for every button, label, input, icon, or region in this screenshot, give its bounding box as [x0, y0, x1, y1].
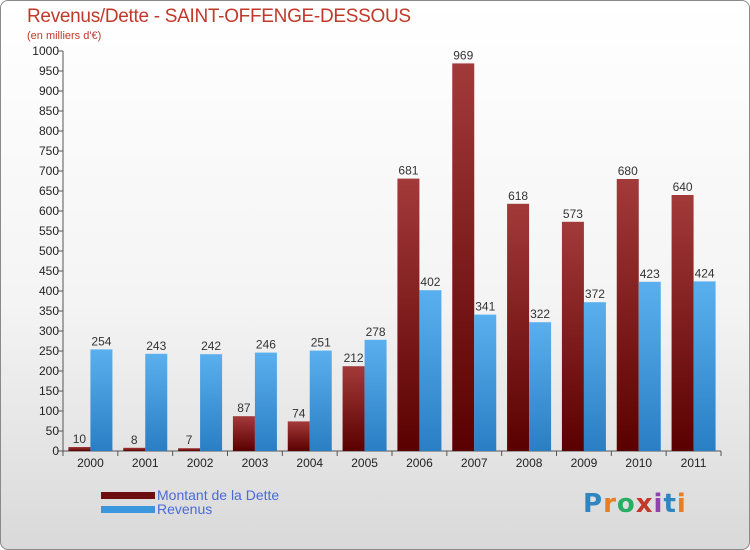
- x-tick-label: 2006: [406, 456, 433, 470]
- y-tick-label: 950: [39, 64, 59, 78]
- bar-dette: [232, 416, 255, 451]
- bar-revenus: [474, 314, 497, 451]
- data-label-dette: 212: [344, 351, 364, 365]
- y-tick-label: 1000: [32, 44, 59, 58]
- data-label-revenus: 278: [366, 325, 386, 339]
- data-label-dette: 573: [563, 207, 583, 221]
- data-label-revenus: 322: [530, 307, 550, 321]
- y-tick-label: 250: [39, 344, 59, 358]
- data-label-revenus: 341: [475, 300, 495, 314]
- bar-dette: [452, 63, 475, 452]
- bar-dette: [507, 203, 530, 451]
- bar-revenus: [693, 281, 716, 451]
- y-tick-label: 350: [39, 304, 59, 318]
- x-tick-label: 2011: [681, 456, 707, 470]
- chart-title: Revenus/Dette - SAINT-OFFENGE-DESSOUS: [27, 6, 411, 27]
- data-label-dette: 640: [673, 180, 693, 194]
- x-tick-label: 2005: [351, 456, 378, 470]
- data-label-dette: 8: [131, 433, 138, 447]
- chart-subtitle: (en milliers d'€): [27, 30, 102, 42]
- y-tick-label: 400: [39, 284, 59, 298]
- legend-swatch-dette: [101, 491, 155, 499]
- y-tick-label: 650: [39, 184, 59, 198]
- bar-revenus: [638, 281, 661, 451]
- data-label-revenus: 424: [695, 266, 715, 280]
- y-tick-label: 850: [39, 104, 59, 118]
- bar-dette: [178, 448, 201, 451]
- bar-revenus: [419, 290, 442, 451]
- bar-dette: [671, 195, 694, 451]
- proxiti-logo: Proxiti: [583, 489, 687, 519]
- bar-revenus: [200, 354, 223, 451]
- data-label-dette: 680: [618, 164, 638, 178]
- bar-dette: [123, 447, 146, 451]
- data-label-dette: 681: [398, 164, 418, 178]
- bar-revenus: [309, 350, 332, 451]
- bar-revenus: [364, 339, 387, 451]
- bar-revenus: [529, 322, 552, 451]
- x-tick-label: 2007: [461, 456, 488, 470]
- x-tick-label: 2010: [625, 456, 652, 470]
- x-tick-label: 2000: [77, 456, 104, 470]
- y-tick-label: 0: [52, 444, 59, 458]
- legend-label-revenus: Revenus: [157, 501, 213, 517]
- data-label-dette: 969: [453, 48, 473, 62]
- bar-dette: [616, 179, 639, 451]
- x-tick-label: 2009: [571, 456, 598, 470]
- data-label-revenus: 372: [585, 287, 605, 301]
- data-label-revenus: 402: [420, 275, 440, 289]
- y-tick-label: 50: [46, 424, 60, 438]
- x-tick-label: 2002: [187, 456, 214, 470]
- data-label-dette: 10: [73, 432, 87, 446]
- y-tick-label: 900: [39, 84, 59, 98]
- legend-label-dette: Montant de la Dette: [157, 487, 280, 503]
- x-tick-label: 2001: [132, 456, 159, 470]
- y-tick-label: 500: [39, 244, 59, 258]
- legend-swatch-revenus: [101, 505, 155, 513]
- data-label-dette: 74: [292, 406, 306, 420]
- x-tick-label: 2008: [516, 456, 543, 470]
- legend-item-dette: Montant de la Dette: [101, 487, 279, 503]
- y-tick-label: 750: [39, 144, 59, 158]
- bar-dette: [68, 447, 91, 451]
- data-label-revenus: 242: [201, 339, 221, 353]
- data-label-dette: 87: [237, 401, 251, 415]
- data-label-revenus: 254: [91, 334, 111, 348]
- y-tick-label: 600: [39, 204, 59, 218]
- data-label-revenus: 423: [640, 267, 660, 281]
- data-label-revenus: 246: [256, 338, 276, 352]
- bar-revenus: [583, 302, 606, 451]
- bar-dette: [397, 178, 420, 451]
- y-tick-label: 300: [39, 324, 59, 338]
- data-label-revenus: 243: [146, 339, 166, 353]
- x-tick-label: 2004: [296, 456, 323, 470]
- y-tick-label: 450: [39, 264, 59, 278]
- bar-revenus: [90, 349, 113, 451]
- data-label-revenus: 251: [311, 336, 331, 350]
- y-tick-label: 150: [39, 384, 59, 398]
- y-tick-label: 550: [39, 224, 59, 238]
- y-tick-label: 100: [39, 404, 59, 418]
- data-label-dette: 7: [186, 433, 193, 447]
- legend-item-revenus: Revenus: [101, 501, 212, 517]
- bar-revenus: [254, 352, 277, 451]
- bar-dette: [342, 366, 365, 451]
- y-tick-label: 800: [39, 124, 59, 138]
- x-tick-label: 2003: [242, 456, 269, 470]
- data-label-dette: 618: [508, 189, 528, 203]
- y-tick-label: 200: [39, 364, 59, 378]
- bar-dette: [287, 421, 310, 451]
- bar-revenus: [145, 353, 168, 451]
- y-tick-label: 700: [39, 164, 59, 178]
- bar-dette: [561, 221, 584, 451]
